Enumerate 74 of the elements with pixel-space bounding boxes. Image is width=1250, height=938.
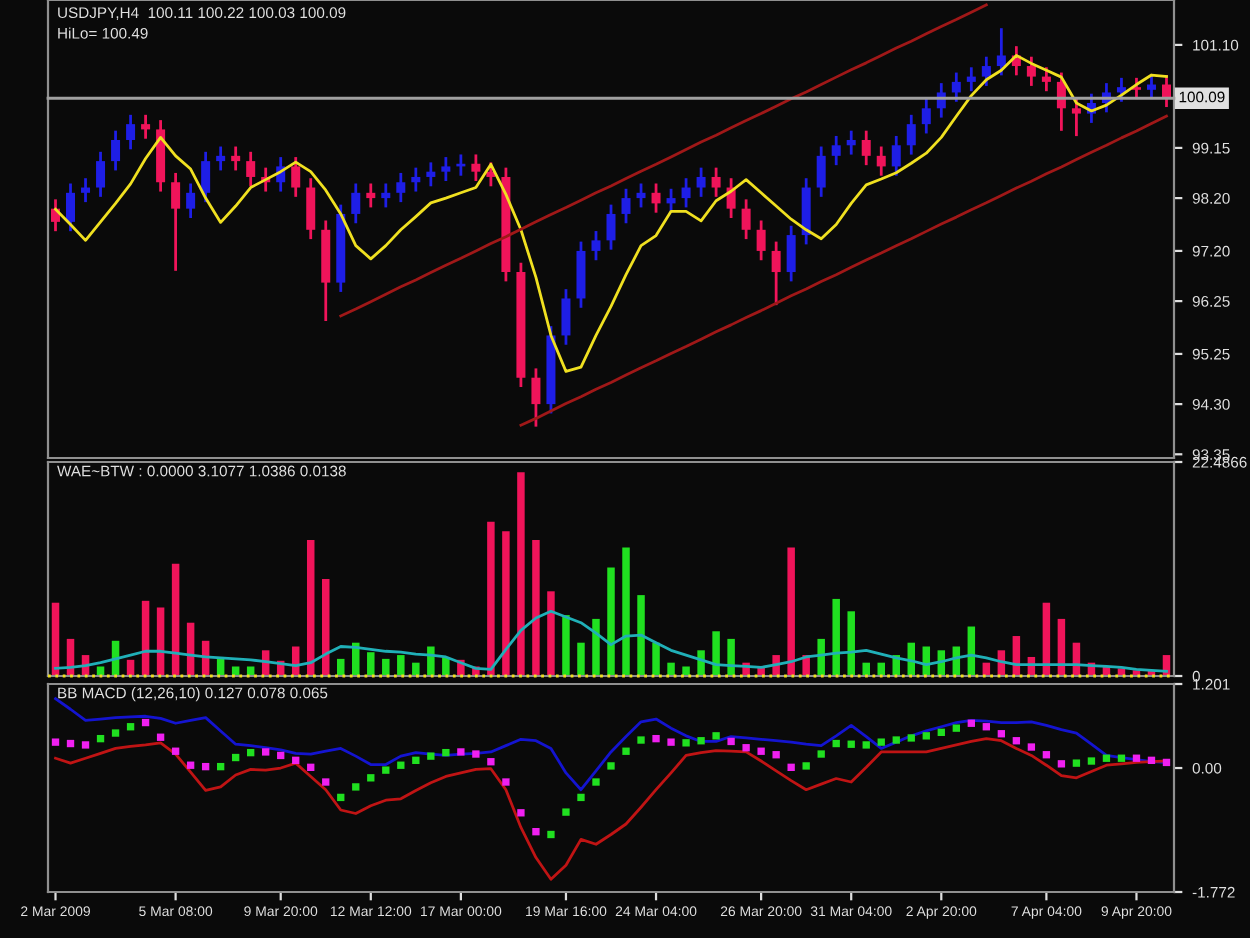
candlestick [396, 172, 406, 203]
bar [577, 642, 585, 676]
candlestick [126, 114, 136, 150]
candlestick [846, 130, 856, 155]
candlestick [96, 151, 106, 197]
candlestick [771, 241, 781, 306]
bar [832, 598, 840, 676]
bar [337, 658, 345, 676]
bar [352, 642, 360, 676]
line-series [54, 609, 1168, 673]
candlestick [876, 146, 886, 176]
bar [622, 547, 630, 676]
bar [412, 662, 420, 676]
candlestick [111, 130, 121, 171]
bar [306, 539, 315, 676]
bar [442, 656, 450, 676]
bar [532, 539, 540, 676]
bar [397, 655, 405, 676]
candlestick [411, 167, 421, 192]
bar [592, 618, 600, 676]
bar [502, 531, 510, 676]
candlestick [831, 135, 841, 166]
candlestick [246, 151, 256, 187]
candlestick [741, 199, 751, 240]
candlestick [231, 146, 241, 171]
bar [787, 547, 795, 676]
candlestick [1146, 75, 1156, 100]
candlestick [786, 225, 796, 282]
bar [517, 472, 525, 676]
candlestick [426, 162, 436, 187]
candlestick [186, 183, 196, 218]
candlestick [951, 72, 961, 102]
candlestick [816, 146, 826, 197]
bar [847, 611, 855, 676]
bar [427, 646, 435, 676]
candlestick [351, 183, 361, 224]
bar [367, 652, 375, 676]
bar [877, 662, 885, 676]
candlestick [471, 154, 481, 181]
candlestick [921, 98, 931, 134]
candlestick [306, 178, 316, 240]
bar [382, 658, 390, 676]
bar [637, 595, 645, 676]
candlestick [216, 146, 226, 171]
bar [171, 563, 180, 676]
bar [862, 662, 870, 676]
candlestick [1041, 67, 1051, 92]
candlestick [441, 157, 451, 181]
bar [562, 615, 570, 676]
candlestick [891, 135, 901, 176]
candlestick [531, 368, 541, 427]
candlestick [81, 178, 91, 203]
line-series [519, 114, 1168, 427]
candlestick [141, 114, 151, 139]
bar [727, 638, 735, 676]
bar [607, 567, 615, 676]
bar [712, 631, 720, 676]
candlestick [321, 220, 331, 321]
bar [547, 591, 555, 676]
bar [321, 578, 330, 676]
candlestick [381, 183, 391, 208]
candlestick [756, 220, 766, 261]
line-series [54, 54, 1168, 373]
candlestick [156, 120, 166, 192]
bar [487, 521, 495, 676]
bar [682, 666, 690, 676]
candlestick [366, 183, 376, 208]
candlestick [966, 67, 976, 92]
candlestick [801, 178, 811, 245]
bar [667, 662, 675, 676]
candlestick [171, 172, 181, 271]
candlestick [906, 114, 916, 155]
bar [652, 642, 660, 676]
candlestick [861, 130, 871, 166]
